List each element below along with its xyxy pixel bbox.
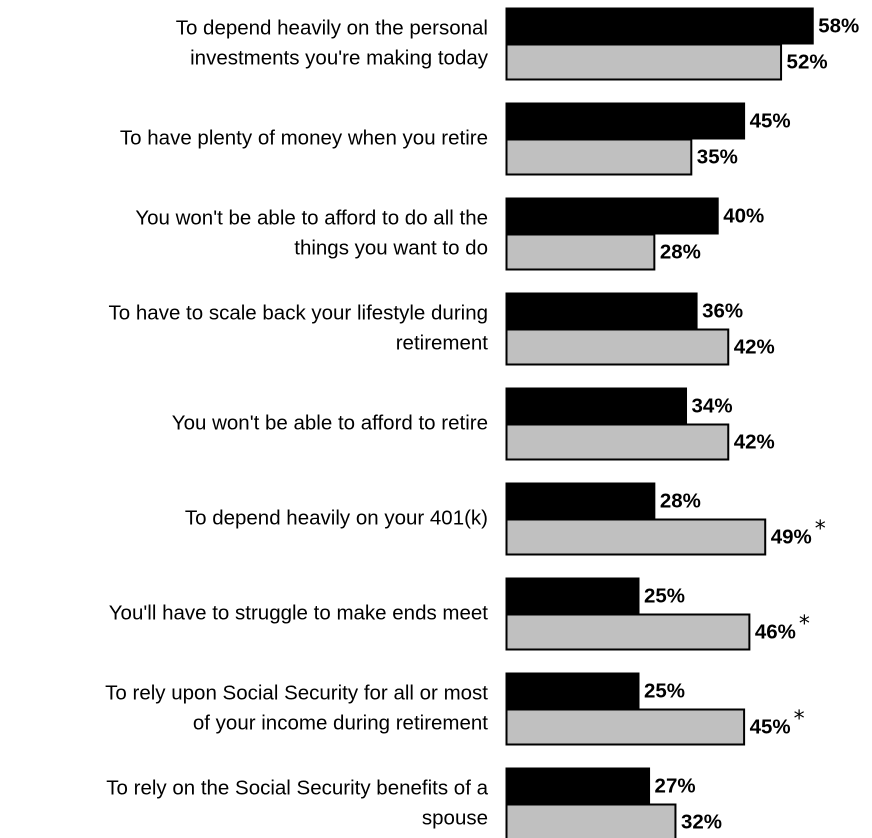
category-label: things you want to do: [294, 236, 488, 259]
value-label: 36%: [702, 299, 743, 322]
value-label: 42%: [734, 335, 775, 358]
category-label: You'll have to struggle to make ends mee…: [109, 601, 489, 624]
category-label: retirement: [396, 331, 489, 354]
category-label: To depend heavily on the personal: [176, 16, 488, 39]
value-label: 27%: [655, 774, 696, 797]
bar: [505, 328, 730, 366]
significance-marker: *: [815, 517, 826, 542]
bar: [505, 197, 719, 235]
bar: [505, 102, 746, 140]
value-label: 42%: [734, 430, 775, 453]
bar: [505, 767, 651, 805]
bar: [505, 803, 677, 838]
category-label: investments you're making today: [190, 46, 489, 69]
bar: [505, 387, 688, 425]
bar: [505, 613, 751, 651]
bar: [505, 577, 640, 615]
value-label: 35%: [697, 145, 738, 168]
category-label: You won't be able to afford to retire: [172, 411, 488, 434]
category-label: of your income during retirement: [193, 711, 488, 734]
bar: [505, 423, 730, 461]
value-label: 28%: [660, 240, 701, 263]
bar: [505, 233, 656, 271]
bar: [505, 482, 656, 520]
significance-marker: *: [794, 707, 805, 732]
value-label: 45%: [750, 109, 791, 132]
value-label: 25%: [644, 679, 685, 702]
value-label: 40%: [723, 204, 764, 227]
value-label: 25%: [644, 584, 685, 607]
bar: [505, 43, 783, 81]
category-label: To depend heavily on your 401(k): [185, 506, 488, 529]
significance-marker: *: [799, 612, 810, 637]
bar: [505, 7, 814, 45]
value-label: 58%: [818, 14, 859, 37]
bar: [505, 518, 767, 556]
value-label: 52%: [787, 50, 828, 73]
category-label: spouse: [422, 806, 488, 829]
bar: [505, 292, 698, 330]
bar: [505, 708, 746, 746]
category-label: To rely on the Social Security benefits …: [106, 776, 488, 799]
category-label: You won't be able to afford to do all th…: [135, 206, 488, 229]
bar: [505, 672, 640, 710]
bar: [505, 138, 693, 176]
category-label: To have to scale back your lifestyle dur…: [109, 301, 488, 324]
value-label: 45%: [750, 715, 791, 738]
value-label: 34%: [692, 394, 733, 417]
category-label: To rely upon Social Security for all or …: [105, 681, 488, 704]
category-label: To have plenty of money when you retire: [120, 126, 488, 149]
value-label: 49%: [771, 525, 812, 548]
value-label: 28%: [660, 489, 701, 512]
value-label: 32%: [681, 810, 722, 833]
value-label: 46%: [755, 620, 796, 643]
